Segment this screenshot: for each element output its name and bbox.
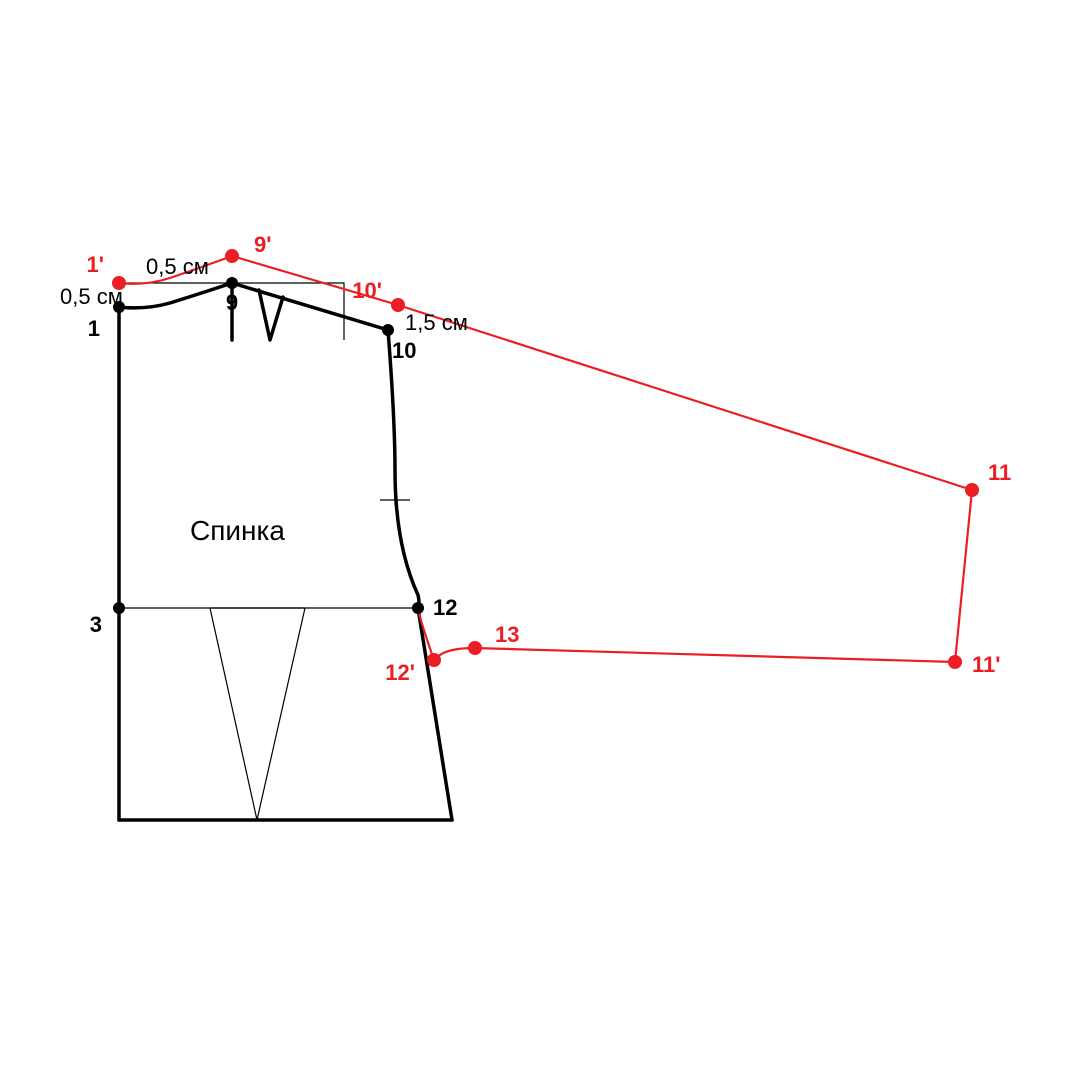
point-p10p bbox=[391, 298, 405, 312]
label-p1: 1 bbox=[88, 316, 100, 341]
label-p12: 12 bbox=[433, 595, 457, 620]
point-p11 bbox=[965, 483, 979, 497]
point-p12 bbox=[412, 602, 424, 614]
point-p10 bbox=[382, 324, 394, 336]
point-p3 bbox=[113, 602, 125, 614]
label-p1p: 1' bbox=[87, 252, 104, 277]
pattern-diagram: 1 9 10 3 12 1' 9' 10' 11 11' 12' 13 0,5 см 0,5 см 1,5 … bbox=[0, 0, 1080, 1080]
label-p12p: 12' bbox=[385, 660, 415, 685]
point-p9p bbox=[225, 249, 239, 263]
measurement-m1: 0,5 см bbox=[60, 284, 123, 309]
point-p13 bbox=[468, 641, 482, 655]
label-p9p: 9' bbox=[254, 232, 271, 257]
point-p9 bbox=[226, 277, 238, 289]
point-p12p bbox=[427, 653, 441, 667]
measurement-m2: 0,5 см bbox=[146, 254, 209, 279]
label-p3: 3 bbox=[90, 612, 102, 637]
region-title: Спинка bbox=[190, 515, 285, 546]
label-p11p: 11' bbox=[972, 652, 1001, 677]
point-p11p bbox=[948, 655, 962, 669]
label-p11: 11 bbox=[988, 460, 1011, 485]
label-p10p: 10' bbox=[352, 278, 382, 303]
label-p9: 9 bbox=[226, 290, 238, 315]
label-p10: 10 bbox=[392, 338, 416, 363]
measurement-m3: 1,5 см bbox=[405, 310, 468, 335]
label-p13: 13 bbox=[495, 622, 519, 647]
background bbox=[0, 0, 1080, 1080]
